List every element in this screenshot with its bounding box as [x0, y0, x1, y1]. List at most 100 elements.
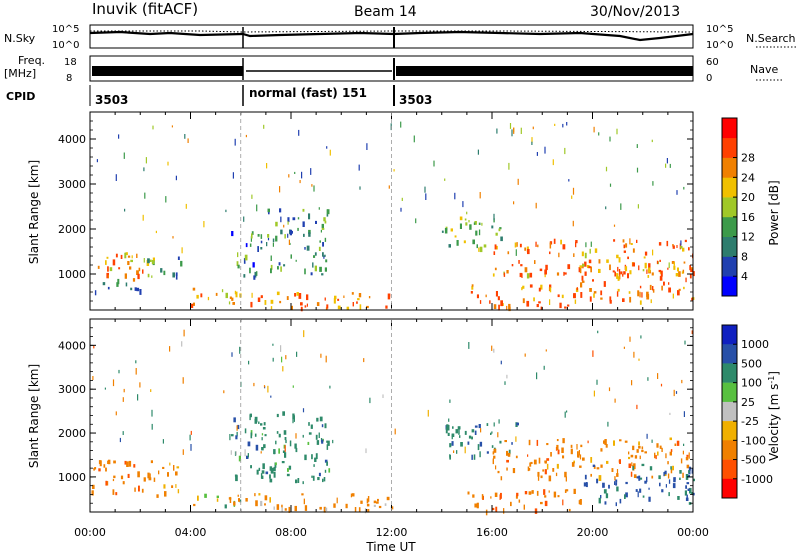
data-cell	[311, 475, 313, 478]
data-cell	[571, 462, 575, 467]
data-cell	[528, 491, 532, 495]
data-cell	[115, 411, 117, 416]
data-cell	[576, 444, 578, 450]
data-cell	[593, 126, 595, 133]
data-cell	[606, 460, 609, 464]
data-cell	[234, 474, 238, 477]
data-cell	[315, 453, 318, 460]
data-cell	[581, 251, 584, 257]
data-cell	[272, 238, 275, 243]
data-cell	[629, 336, 631, 342]
data-cell	[112, 259, 116, 266]
data-cell	[618, 269, 621, 275]
data-cell	[633, 351, 635, 358]
data-cell	[228, 497, 232, 500]
power-colorbar-label: Power [dB]	[767, 180, 781, 245]
data-cell	[652, 181, 654, 186]
data-cell	[627, 256, 629, 260]
data-cell	[644, 262, 647, 269]
data-cell	[282, 366, 284, 372]
data-cell	[603, 489, 607, 494]
data-cell	[593, 291, 597, 294]
data-cell	[540, 306, 543, 311]
data-cell	[441, 230, 444, 233]
data-cell	[320, 353, 322, 358]
data-cell	[680, 245, 683, 249]
data-cell	[637, 290, 640, 297]
data-cell	[445, 427, 448, 434]
data-cell	[263, 124, 265, 129]
colorbar-swatch	[722, 118, 737, 139]
data-cell	[516, 422, 519, 426]
data-cell	[532, 126, 534, 130]
data-cell	[270, 395, 272, 398]
data-cell	[622, 298, 625, 302]
data-cell	[608, 484, 610, 489]
data-cell	[143, 258, 145, 263]
data-cell	[134, 287, 137, 291]
data-cell	[579, 265, 583, 269]
data-cell	[536, 490, 539, 496]
data-cell	[492, 458, 494, 465]
data-cell	[334, 295, 337, 300]
data-cell	[228, 301, 231, 305]
data-cell	[251, 231, 254, 235]
data-cell	[638, 265, 640, 271]
data-cell	[120, 475, 124, 480]
data-cell	[651, 475, 654, 479]
data-cell	[215, 292, 218, 296]
data-cell	[669, 451, 672, 456]
data-cell	[647, 275, 650, 278]
data-cell	[616, 473, 619, 477]
data-cell	[639, 477, 643, 480]
data-cell	[592, 350, 594, 357]
data-cell	[175, 274, 178, 280]
data-cell	[608, 387, 611, 392]
data-cell	[576, 287, 578, 291]
data-cell	[459, 216, 463, 221]
data-cell	[425, 193, 427, 200]
data-cell	[491, 225, 494, 229]
data-cell	[646, 433, 648, 439]
data-cell	[654, 452, 656, 459]
data-cell	[561, 294, 564, 299]
data-cell	[579, 267, 582, 274]
data-cell	[478, 424, 481, 429]
data-cell	[133, 464, 136, 468]
data-cell	[474, 221, 477, 225]
data-cell	[448, 418, 450, 422]
data-cell	[512, 468, 516, 474]
data-cell	[470, 291, 473, 294]
y-tick-label: 3000	[58, 383, 86, 396]
data-cell	[538, 287, 541, 292]
data-cell	[384, 503, 387, 506]
data-cell	[625, 243, 628, 248]
data-cell	[99, 460, 102, 467]
data-cell	[468, 435, 472, 439]
data-cell	[276, 504, 280, 510]
data-cell	[648, 496, 651, 502]
data-cell	[272, 357, 274, 362]
data-cell	[677, 496, 680, 500]
data-cell	[447, 432, 450, 436]
data-cell	[160, 268, 163, 273]
data-cell	[688, 466, 691, 471]
data-cell	[444, 178, 446, 181]
data-cell	[236, 425, 238, 431]
data-cell	[513, 127, 515, 134]
data-cell	[609, 299, 612, 304]
data-cell	[494, 267, 497, 271]
data-cell	[609, 296, 612, 302]
data-cell	[130, 259, 133, 263]
data-cell	[568, 179, 570, 182]
colorbar-swatch	[722, 177, 737, 198]
data-cell	[229, 296, 232, 299]
data-cell	[558, 252, 560, 258]
data-cell	[687, 488, 690, 491]
data-cell	[573, 460, 575, 464]
data-cell	[177, 256, 180, 260]
data-cell	[322, 478, 324, 483]
data-cell	[686, 494, 688, 499]
data-cell	[237, 252, 239, 258]
data-cell	[221, 289, 224, 293]
